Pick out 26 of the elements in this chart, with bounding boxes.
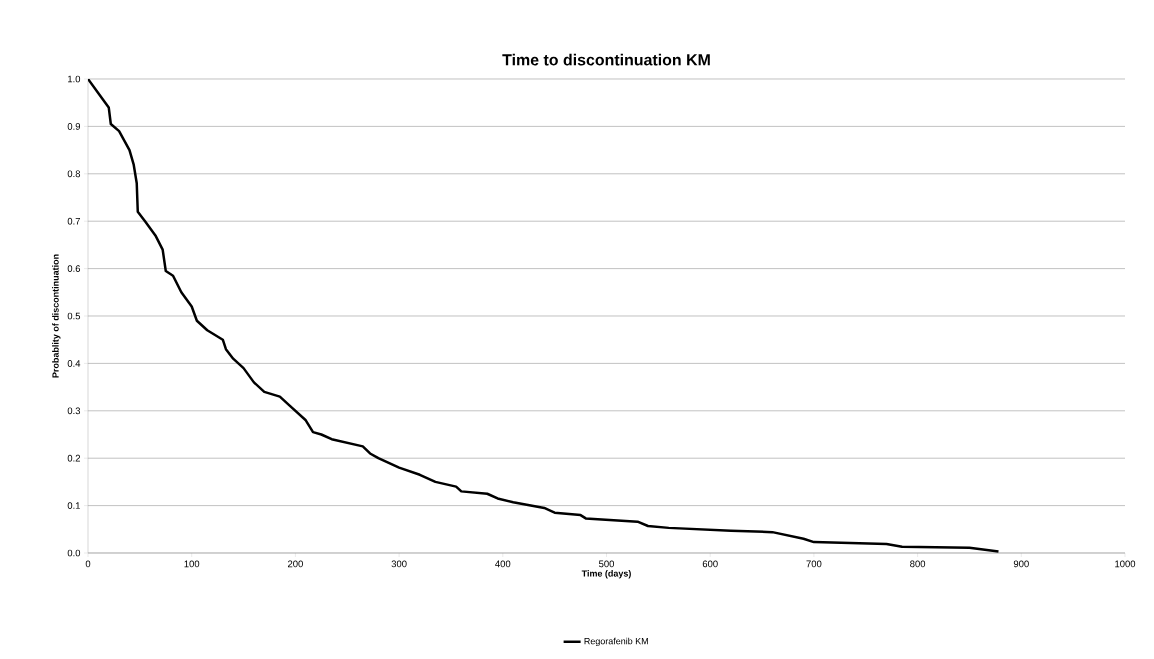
y-tick-label: 0.1 — [67, 502, 81, 509]
x-tick-label: 900 — [1013, 560, 1029, 568]
x-tick-label: 200 — [287, 560, 303, 568]
y-axis-title: Probablity of discontinuation — [52, 254, 61, 378]
y-tick-label: 0.0 — [67, 549, 81, 557]
x-tick-label: 800 — [910, 560, 926, 568]
x-tick-label: 300 — [391, 560, 407, 568]
x-tick-label: 600 — [702, 560, 718, 568]
y-tick-label: 0.2 — [67, 454, 81, 462]
y-tick-label: 0.4 — [67, 360, 81, 367]
y-tick-label: 0.5 — [67, 312, 81, 320]
y-tick-label: 0.8 — [67, 170, 81, 178]
y-tick-label: 0.6 — [67, 265, 81, 272]
x-tick-label: 700 — [806, 560, 822, 568]
y-tick-label: 0.7 — [67, 217, 81, 225]
y-tick-label: 0.9 — [67, 123, 81, 130]
x-tick-label: 100 — [184, 560, 200, 568]
x-tick-label: 1000 — [1115, 560, 1136, 568]
legend-label: Regorafenib KM — [584, 637, 648, 647]
x-axis-title: Time (days) — [581, 570, 631, 579]
x-tick-label: 400 — [495, 560, 511, 568]
x-tick-label: 0 — [85, 560, 91, 568]
x-tick-label: 500 — [598, 560, 615, 568]
y-tick-label: 0.3 — [67, 407, 81, 415]
chart-title: Time to discontinuation KM — [502, 53, 710, 66]
y-tick-label: 1.0 — [68, 75, 81, 83]
